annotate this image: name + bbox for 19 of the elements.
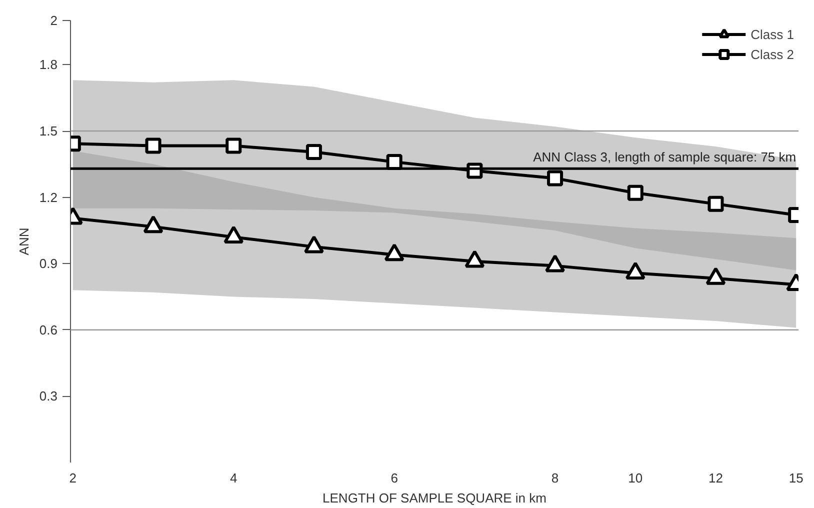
y-tick-label: 0.3 [39,388,58,404]
y-tick-label: 2 [50,13,58,28]
legend-label: Class 2 [750,46,794,62]
y-tick-label: 0.9 [39,256,58,272]
y-tick-label: 0.6 [39,322,58,338]
y-tick-label: 1.8 [39,57,58,72]
x-tick-label: 8 [551,470,559,486]
x-tick-label: 4 [230,470,238,486]
x-tick-label: 6 [390,470,398,486]
y-tick-label: 1.5 [39,124,58,138]
legend-label: Class 1 [750,26,794,42]
y-axis-title: ANN [16,228,32,256]
x-tick-label: 12 [708,470,723,486]
annotation: ANN Class 3, length of sample square: 75 km [533,150,796,165]
x-tick-label: 15 [788,470,804,486]
y-tick-label: 1.2 [39,190,58,205]
x-axis-title: LENGTH OF SAMPLE SQUARE in km [322,490,546,506]
x-tick-label: 2 [69,470,77,486]
x-tick-label: 10 [628,470,643,486]
